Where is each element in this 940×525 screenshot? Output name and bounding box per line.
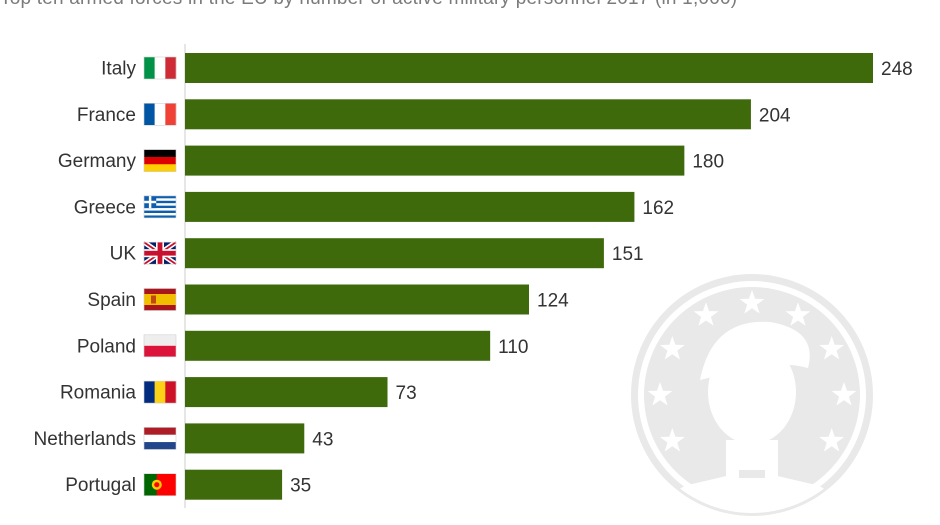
- bar-france: [185, 99, 751, 130]
- category-label-germany: Germany: [58, 151, 137, 172]
- eu-star-icon: [831, 382, 857, 406]
- eu-star-icon: [693, 302, 719, 326]
- eu-star-icon: [785, 302, 811, 326]
- value-label-germany: 180: [692, 152, 724, 173]
- bar-spain: [185, 284, 529, 315]
- france-flag-icon: [143, 103, 177, 126]
- category-label-greece: Greece: [74, 197, 136, 218]
- romania-flag-icon: [143, 380, 177, 404]
- bar-romania: [185, 377, 388, 408]
- uk-flag-icon: [142, 240, 178, 267]
- value-label-italy: 248: [881, 59, 913, 80]
- bar-italy: [185, 53, 873, 83]
- category-label-poland: Poland: [77, 336, 136, 357]
- value-label-poland: 110: [498, 337, 528, 358]
- value-label-greece: 162: [642, 198, 674, 219]
- bar-greece: [185, 191, 635, 222]
- germany-flag-icon: [143, 149, 177, 172]
- value-label-france: 204: [759, 105, 791, 126]
- value-label-portugal: 35: [290, 476, 311, 497]
- netherlands-flag-icon: [143, 427, 177, 450]
- italy-flag-icon: [143, 56, 177, 80]
- chart-subtitle: Top ten armed forces in the EU by number…: [0, 0, 940, 10]
- category-label-romania: Romania: [60, 383, 136, 404]
- category-label-portugal: Portugal: [65, 475, 136, 496]
- category-label-netherlands: Netherlands: [34, 429, 136, 450]
- bar-portugal: [185, 469, 283, 500]
- eu-star-icon: [819, 428, 844, 452]
- value-label-uk: 151: [612, 244, 644, 265]
- value-label-spain: 124: [537, 291, 569, 312]
- bar-uk: [185, 238, 604, 269]
- bar-germany: [185, 145, 685, 176]
- eu-star-icon: [647, 382, 673, 406]
- value-label-netherlands: 43: [312, 429, 333, 450]
- bar-poland: [185, 330, 491, 361]
- greece-flag-icon: [143, 195, 177, 219]
- eu-star-icon: [660, 428, 685, 452]
- eu-star-icon: [739, 290, 765, 314]
- value-label-romania: 73: [396, 383, 417, 404]
- category-label-spain: Spain: [87, 290, 136, 311]
- category-label-uk: UK: [110, 244, 137, 265]
- category-label-italy: Italy: [101, 59, 136, 80]
- poland-flag-icon: [143, 334, 177, 358]
- portugal-flag-icon: [143, 473, 177, 497]
- bar-netherlands: [185, 423, 305, 454]
- category-label-france: France: [77, 105, 136, 126]
- eu-star-icon: [819, 336, 844, 360]
- soldier-watermark-icon: [631, 274, 873, 516]
- spain-flag-icon: [143, 288, 177, 311]
- eu-star-icon: [660, 336, 685, 360]
